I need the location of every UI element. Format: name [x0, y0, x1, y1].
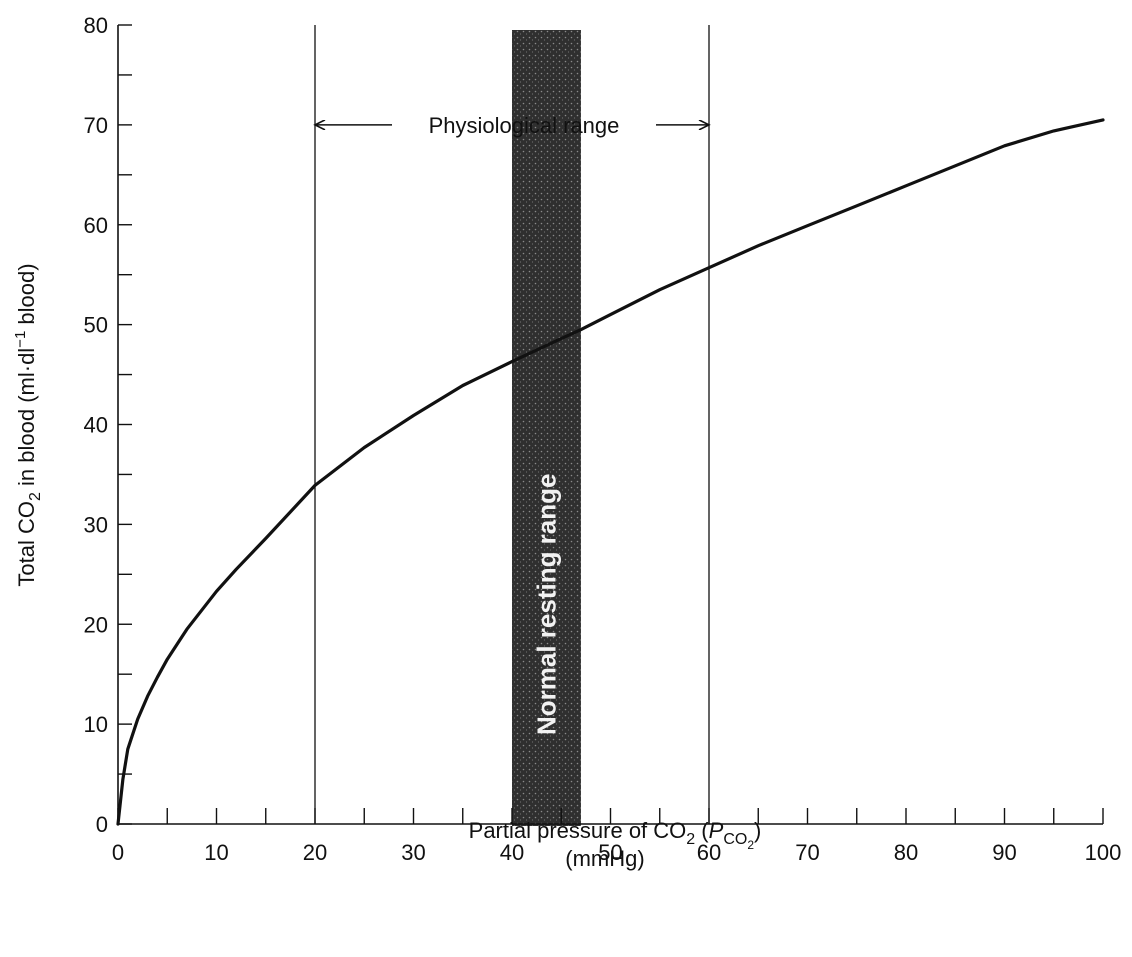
y-tick-label: 60: [84, 213, 108, 238]
x-tick-label: 100: [1085, 840, 1122, 865]
y-tick-label: 70: [84, 113, 108, 138]
x-tick-label: 0: [112, 840, 124, 865]
y-tick-label: 30: [84, 512, 108, 537]
x-tick-label: 20: [303, 840, 327, 865]
x-tick-label: 30: [401, 840, 425, 865]
x-tick-label: 40: [500, 840, 524, 865]
co2-dissociation-curve: [116, 118, 1105, 826]
physiological-range-label: Physiological range: [429, 113, 620, 138]
x-tick-label: 90: [992, 840, 1016, 865]
y-tick-label: 10: [84, 712, 108, 737]
y-tick-label: 50: [84, 313, 108, 338]
x-tick-label: 10: [204, 840, 228, 865]
reference-lines: [314, 25, 710, 824]
x-tick-label: 50: [598, 840, 622, 865]
normal-resting-range-band: [512, 30, 581, 826]
normal-resting-range-label: Normal resting range: [531, 474, 561, 736]
y-tick-labels: 0 10 20 30 40 50 60 70 80: [84, 13, 108, 837]
axes: [117, 24, 1104, 825]
x-tick-labels: 0 10 20 30 40 50 60 70 80 90 100: [112, 840, 1121, 865]
y-tick-label: 20: [84, 612, 108, 637]
x-axis-title: Partial pressure of CO2 (PCO2): [469, 818, 762, 852]
y-tick-label: 40: [84, 413, 108, 438]
x-tick-label: 70: [795, 840, 819, 865]
x-axis-units: (mmHg): [565, 846, 644, 871]
y-tick-label: 80: [84, 13, 108, 38]
x-tick-label: 80: [894, 840, 918, 865]
physiological-range-annotation: Physiological range: [316, 113, 708, 138]
y-tick-label: 0: [96, 812, 108, 837]
x-tick-label: 60: [697, 840, 721, 865]
y-axis-title: Total CO2 in blood (ml·dl−1 blood): [12, 263, 44, 586]
